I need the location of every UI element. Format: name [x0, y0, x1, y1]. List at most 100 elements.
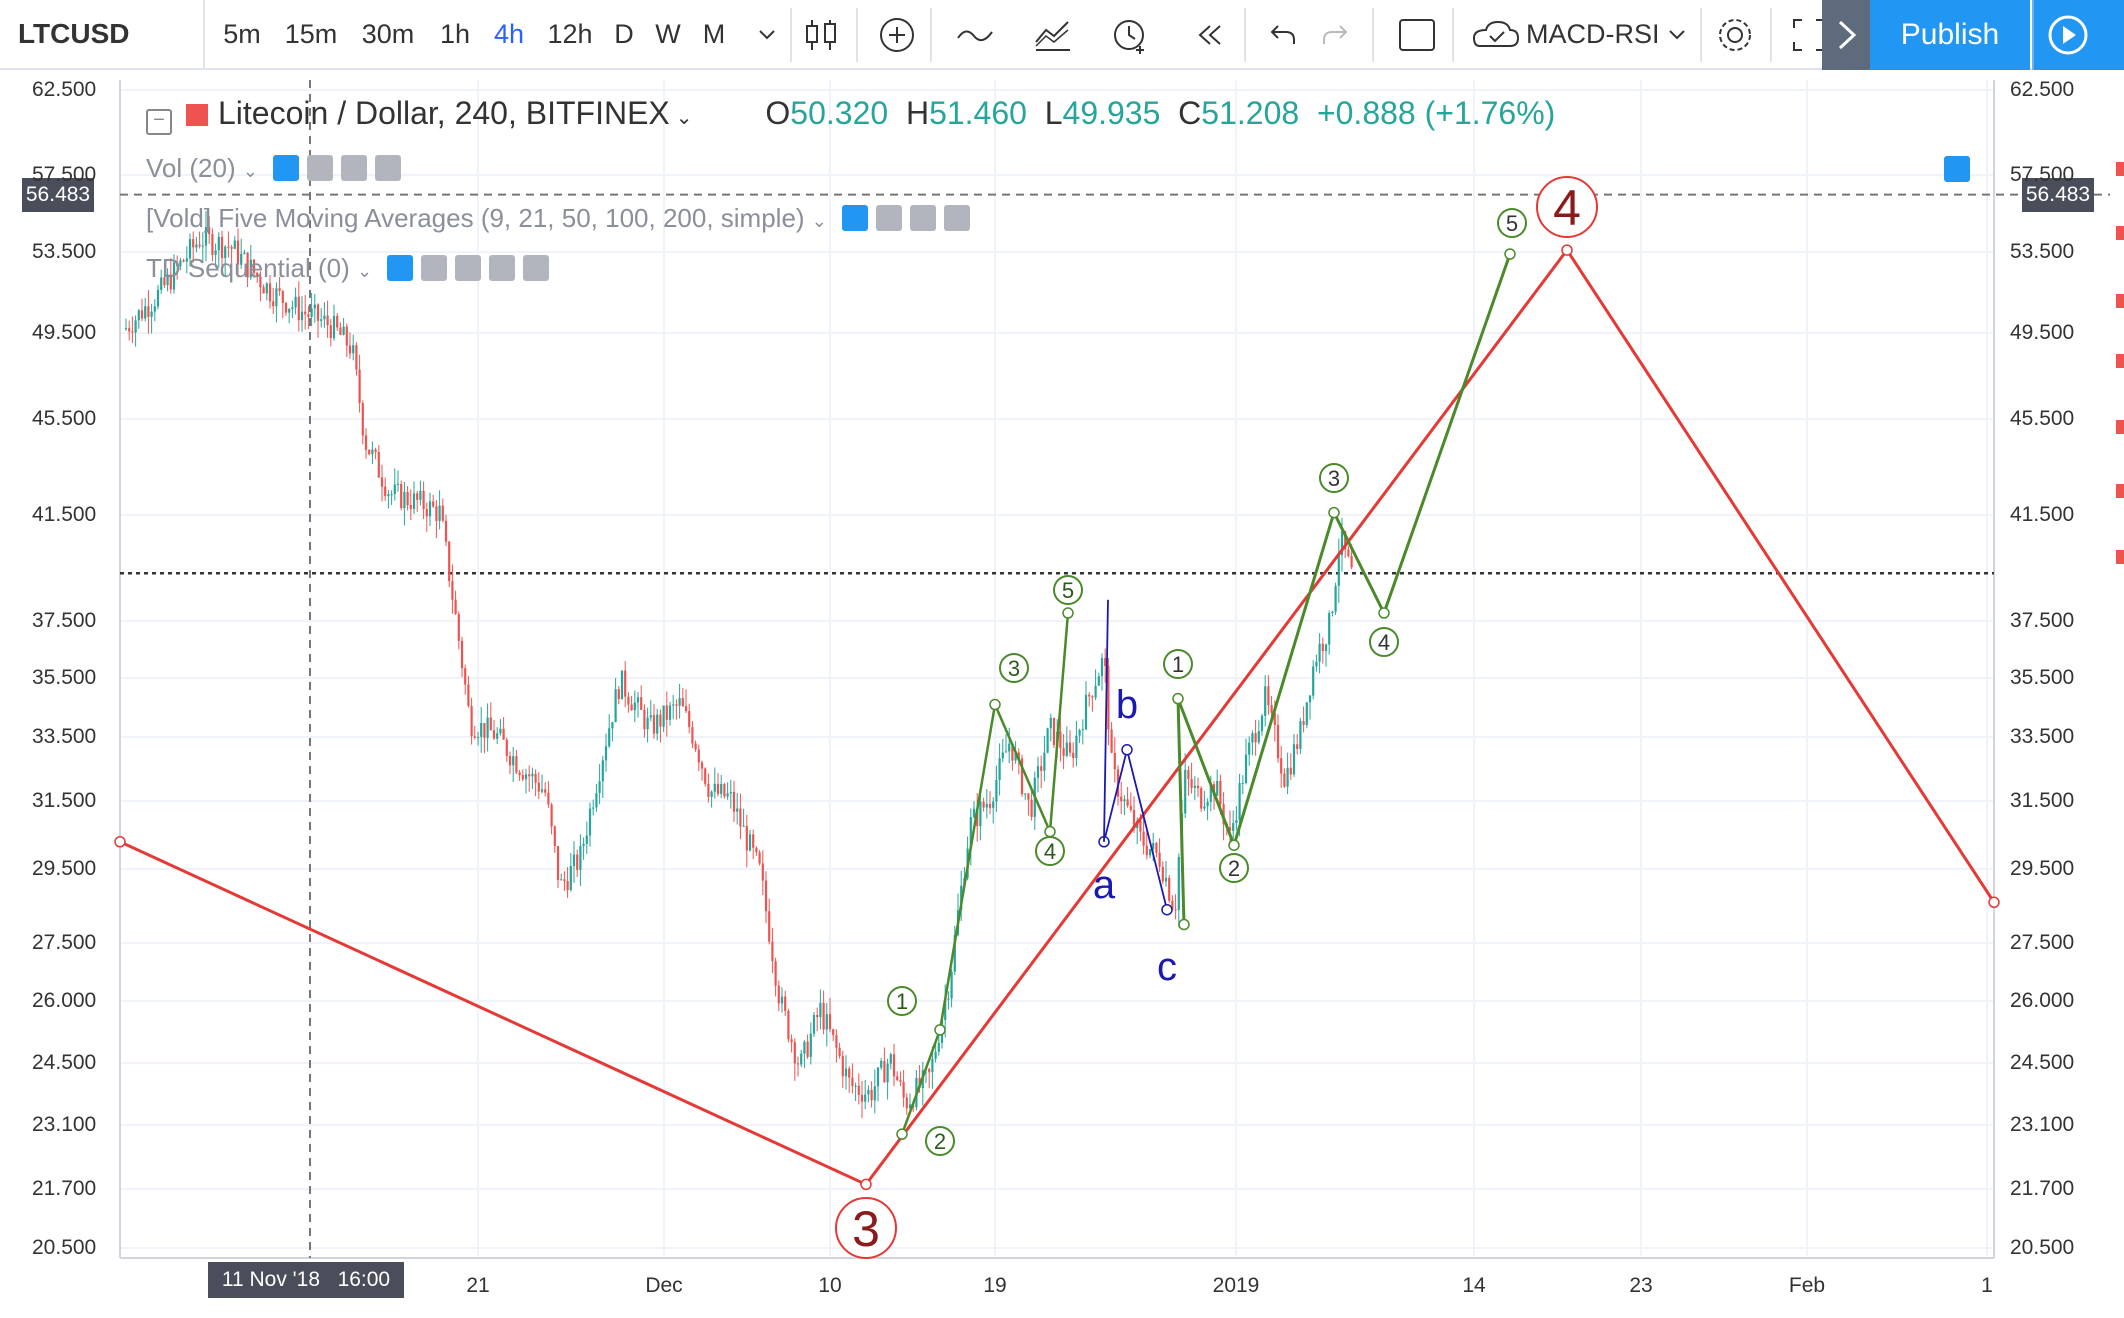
ohlc-values: O50.320 H51.460 L49.935 C51.208 +0.888 (… — [765, 95, 1555, 131]
remove-icon[interactable] — [523, 255, 550, 281]
candle-body — [512, 756, 515, 766]
candle-body — [1126, 799, 1129, 806]
legend-chevron-down-icon[interactable]: ⌄ — [675, 107, 693, 129]
date-tick-label: 1 — [1981, 1274, 1993, 1297]
close-value: 51.208 — [1201, 95, 1300, 131]
abc-connector-line — [1103, 599, 1109, 842]
study-legend-vol[interactable]: Vol (20) ⌄ — [146, 153, 402, 184]
timeframe-1h[interactable]: 1h — [439, 19, 471, 49]
price-tick-label: 41.500 — [2010, 503, 2075, 526]
timeframe-d[interactable]: D — [614, 19, 634, 49]
candle-body — [620, 670, 624, 700]
more-icon[interactable] — [341, 155, 368, 181]
price-tick-label: 29.500 — [2010, 857, 2075, 880]
timeframe-15m[interactable]: 15m — [284, 19, 338, 49]
candle-body — [348, 345, 352, 354]
chevron-down-icon[interactable] — [744, 12, 790, 58]
study-legend-td[interactable]: TD Sequential (0) ⌄ — [146, 253, 550, 284]
subwave-label-3-ring — [999, 653, 1029, 683]
candle-body — [745, 825, 748, 851]
play-button[interactable] — [2032, 0, 2124, 70]
timeframe-12h[interactable]: 12h — [547, 19, 593, 49]
add-indicator-icon[interactable] — [874, 12, 920, 58]
candle-body — [425, 509, 428, 517]
gear-icon[interactable] — [1712, 12, 1758, 58]
hide-icon[interactable] — [273, 155, 300, 181]
price-tick-label: 23.100 — [32, 1113, 97, 1136]
candle-body — [1084, 694, 1088, 730]
template-name[interactable]: MACD-RSI — [1526, 19, 1660, 49]
candle-body — [553, 826, 556, 847]
candles-icon[interactable] — [798, 12, 844, 58]
candle-body — [1280, 758, 1283, 774]
publish-button[interactable]: Publish — [1870, 0, 2030, 70]
candle-body — [249, 259, 252, 278]
indicators-icon[interactable] — [952, 12, 998, 58]
scale-options-icon[interactable] — [1944, 156, 1970, 182]
candle-body — [563, 879, 566, 882]
candle-body — [1232, 822, 1235, 831]
wave-anchor-point — [934, 1024, 946, 1036]
cloud-icon[interactable] — [1466, 12, 1522, 58]
study-legend-ma[interactable]: [Vold] Five Moving Averages (9, 21, 50, … — [146, 203, 971, 234]
wave-label-4: 4 — [1553, 180, 1581, 236]
candle-body — [1075, 735, 1078, 759]
publish-arrow[interactable] — [1822, 0, 1870, 70]
open-label: O — [765, 95, 791, 131]
candle-body — [137, 310, 140, 321]
candle-body — [1065, 742, 1068, 756]
settings-icon[interactable] — [421, 255, 448, 281]
candle-body — [134, 320, 137, 333]
candle-body — [1072, 752, 1075, 759]
more-icon[interactable] — [910, 205, 937, 231]
timeframe-5m[interactable]: 5m — [223, 19, 261, 49]
candle-body — [736, 808, 739, 812]
timeframe-w[interactable]: W — [655, 19, 681, 49]
candle-body — [1043, 752, 1046, 771]
settings-icon[interactable] — [876, 205, 903, 231]
redo-icon[interactable] — [1314, 12, 1360, 58]
subwave-label-b-5-ring — [1497, 208, 1527, 238]
remove-icon[interactable] — [375, 155, 402, 181]
toolbar-divider — [1770, 8, 1772, 62]
fullscreen-box-icon[interactable] — [1394, 12, 1440, 58]
candle-body — [896, 1076, 899, 1081]
symbol-search[interactable]: LTCUSD — [0, 0, 205, 70]
collapse-legend-icon[interactable]: − — [146, 109, 172, 135]
candle-body — [556, 846, 560, 880]
timeframe-30m[interactable]: 30m — [361, 19, 415, 49]
candle-body — [1209, 784, 1212, 802]
replay-icon[interactable] — [1186, 12, 1232, 58]
candle-body — [140, 310, 144, 319]
candle-body — [1004, 751, 1008, 753]
remove-icon[interactable] — [944, 205, 971, 231]
open-value: 50.320 — [790, 95, 889, 131]
candle-body — [1251, 733, 1254, 743]
price-tick-label: 33.500 — [2010, 725, 2075, 748]
hide-icon[interactable] — [842, 205, 869, 231]
alert-icon[interactable] — [1108, 12, 1154, 58]
date-tick-label: 19 — [983, 1274, 1007, 1297]
source-icon[interactable] — [455, 255, 482, 281]
hide-icon[interactable] — [387, 255, 414, 281]
chevron-down-icon[interactable] — [1654, 12, 1700, 58]
candle-body — [416, 493, 419, 500]
series-title[interactable]: Litecoin / Dollar, 240, BITFINEX — [218, 95, 670, 131]
more-icon[interactable] — [489, 255, 516, 281]
candle-body — [819, 1002, 822, 1018]
candle-body — [537, 782, 540, 792]
candle-body — [150, 311, 153, 317]
date-tick-label: 2019 — [1212, 1274, 1260, 1297]
settings-icon[interactable] — [307, 155, 334, 181]
compare-icon[interactable] — [1030, 12, 1076, 58]
price-tick-label: 31.500 — [2010, 789, 2075, 812]
timeframe-m[interactable]: M — [702, 19, 726, 49]
timeframe-4h[interactable]: 4h — [493, 19, 525, 49]
candle-body — [1270, 705, 1273, 713]
undo-icon[interactable] — [1258, 12, 1304, 58]
candle-body — [185, 258, 188, 262]
candle-body — [246, 252, 249, 278]
candle-body — [496, 733, 499, 739]
price-tick-label: 23.100 — [2010, 1113, 2075, 1136]
